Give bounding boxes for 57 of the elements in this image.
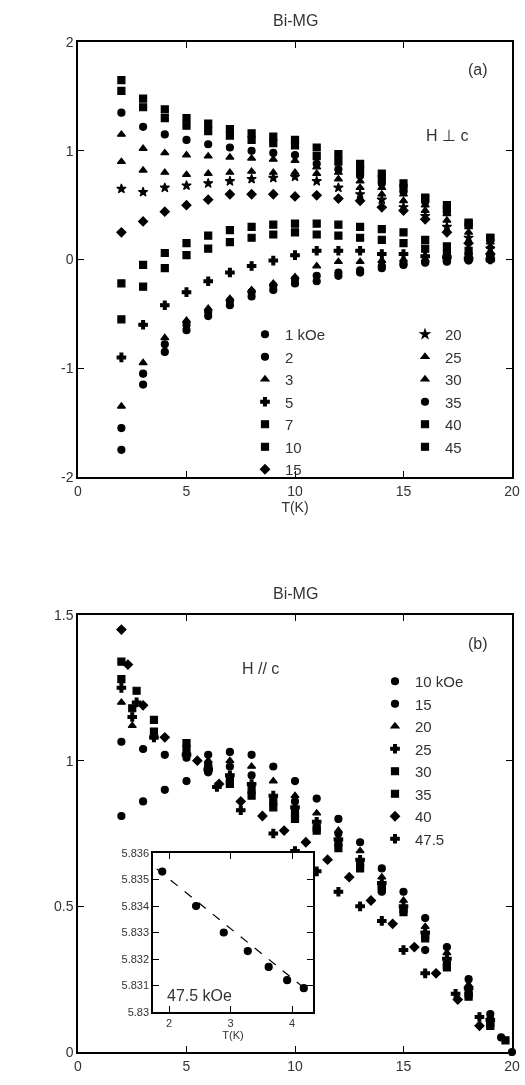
legend-label: 35	[445, 393, 462, 411]
legend-label: 25	[415, 740, 432, 758]
y-tick-label: -2	[61, 468, 74, 485]
x-tick-label: 15	[395, 482, 412, 499]
legend-label: 45	[445, 438, 462, 456]
x-tick-label: 5	[182, 482, 191, 499]
x-tick-label: 5	[182, 1057, 191, 1074]
x-tick-label: 3	[227, 1016, 234, 1029]
legend-label: 3	[285, 371, 294, 389]
annotation: 47.5 kOe	[167, 987, 233, 1004]
x-tick-label: 20	[504, 1057, 520, 1074]
legend-label: 20	[415, 718, 432, 736]
legend-label: 10	[285, 438, 302, 456]
legend-label: 10 kOe	[415, 673, 464, 691]
y-tick-label: 5.835	[121, 873, 150, 886]
y-tick-label: 5.833	[121, 926, 150, 939]
annotation: (a)	[468, 61, 488, 78]
x-axis-title: T(K)	[281, 498, 309, 515]
legend-label: 30	[445, 371, 462, 389]
annotation: H ⊥ c	[426, 127, 469, 144]
legend-label: 5	[285, 393, 294, 411]
legend-label: 35	[415, 785, 432, 803]
legend-label: 25	[445, 348, 462, 366]
y-tick-label: 0.5	[53, 898, 74, 915]
annotation: (b)	[468, 635, 488, 652]
x-tick-label: 4	[289, 1016, 296, 1029]
legend-label: 1 kOe	[285, 326, 326, 344]
x-tick-label: 10	[287, 482, 303, 499]
legend-label: 40	[445, 416, 462, 434]
x-tick-label: 10	[287, 1057, 303, 1074]
y-tick-label: 5.836	[121, 846, 150, 859]
y-tick-label: 5.831	[121, 979, 150, 992]
legend-label: 47.5	[415, 830, 445, 848]
x-tick-label: 2	[165, 1016, 173, 1029]
legend-label: 15	[415, 695, 432, 713]
x-axis-title: T(K)	[222, 1028, 244, 1041]
y-tick-label: 1	[65, 142, 74, 159]
y-tick-label: 0	[65, 251, 74, 268]
y-tick-label: 5.83	[127, 1005, 150, 1018]
y-tick-label: 5.834	[121, 899, 150, 912]
legend-label: 30	[415, 763, 432, 781]
y-tick-label: 0	[65, 1043, 74, 1060]
legend-label: 15	[285, 461, 302, 479]
y-tick-label: -1	[61, 360, 74, 377]
chart-title: Bi-MG	[273, 12, 319, 29]
x-tick-label: 20	[504, 482, 520, 499]
y-tick-label: 1	[65, 752, 74, 769]
y-tick-label: 2	[65, 33, 74, 50]
annotation: H // c	[242, 660, 280, 677]
legend-label: 2	[285, 348, 294, 366]
y-tick-label: 5.832	[121, 952, 150, 965]
chart-title: Bi-MG	[273, 585, 319, 602]
x-tick-label: 15	[395, 1057, 412, 1074]
legend-label: 7	[285, 416, 294, 434]
legend-label: 40	[415, 808, 432, 826]
y-tick-label: 1.5	[53, 606, 74, 623]
legend-label: 20	[445, 326, 462, 344]
